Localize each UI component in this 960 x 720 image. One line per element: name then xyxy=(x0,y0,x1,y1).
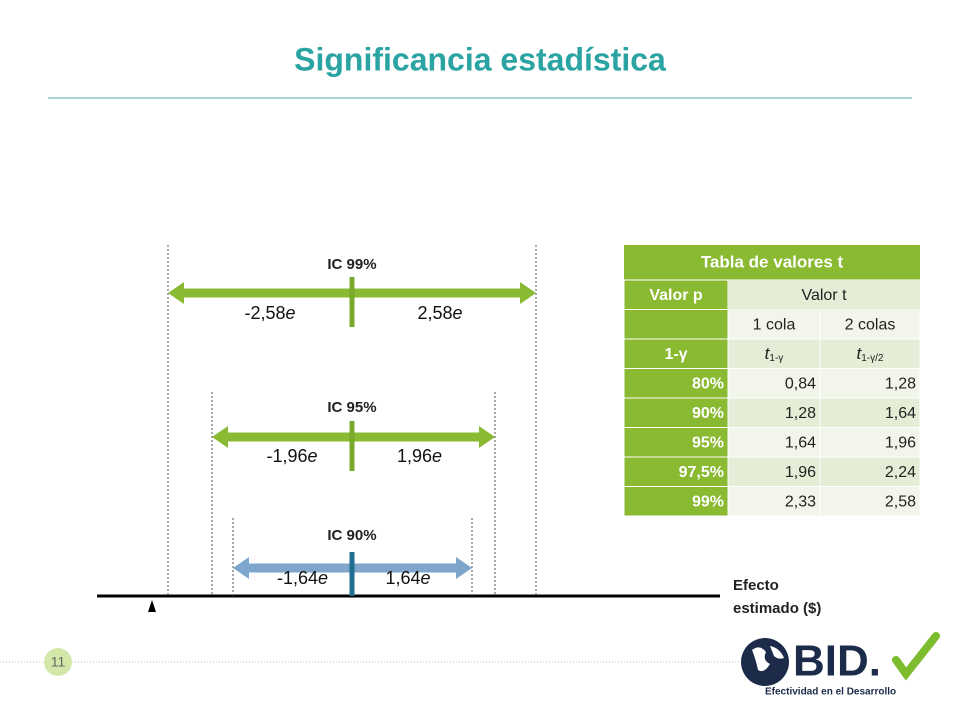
symbol-label: 1-γ xyxy=(664,346,687,363)
cell xyxy=(819,309,921,340)
logo-text: BID. xyxy=(793,637,881,686)
cell xyxy=(727,427,821,458)
bound-symbol: e xyxy=(318,568,328,588)
center-bar xyxy=(349,552,355,596)
bound-number: -1,96 xyxy=(266,446,307,466)
value-cell: 0,84 xyxy=(785,375,816,392)
subheader-cell: 1 cola xyxy=(753,316,796,333)
bound-number: 1,64 xyxy=(385,568,420,588)
interval-label: IC 95% xyxy=(327,399,376,416)
cell xyxy=(819,427,921,458)
row-head: 99% xyxy=(692,493,724,510)
logo-check xyxy=(892,632,940,681)
arrow-head xyxy=(456,557,472,579)
logo-land xyxy=(752,646,784,672)
bound-number: -2,58 xyxy=(244,303,285,323)
bound-symbol: e xyxy=(432,446,442,466)
cell xyxy=(819,486,921,517)
interval-label: IC 90% xyxy=(327,527,376,544)
table-title-bg xyxy=(624,245,920,280)
logo-tagline: Efectividad en el Desarrollo xyxy=(765,687,896,698)
value-cell: 2,24 xyxy=(885,464,916,481)
bound-value: 1,96e xyxy=(397,446,442,466)
cell xyxy=(727,486,821,517)
cell xyxy=(727,456,821,487)
arrow-head xyxy=(233,557,249,579)
row-head: 97,5% xyxy=(679,464,724,481)
bound-value: -1,96e xyxy=(266,446,317,466)
value-cell: 1,64 xyxy=(885,405,916,422)
value-cell: 1,96 xyxy=(885,434,916,451)
page-badge xyxy=(44,648,72,676)
axis-marker xyxy=(148,600,156,612)
arrow-head xyxy=(479,426,495,448)
value-cell: 1,28 xyxy=(785,405,816,422)
arrow-head xyxy=(520,282,536,304)
cell xyxy=(819,456,921,487)
symbol-sub: 1-γ/2 xyxy=(861,352,884,363)
bound-number: 1,96 xyxy=(397,446,432,466)
value-cell: 2,58 xyxy=(885,493,916,510)
symbol-t: t xyxy=(857,344,863,363)
axis-label: Efecto xyxy=(733,577,779,594)
slide-title: Significancia estadística xyxy=(294,41,666,77)
value-cell: 1,64 xyxy=(785,434,816,451)
bound-number: 2,58 xyxy=(417,303,452,323)
page-number: 11 xyxy=(51,654,66,670)
value-cell: 2,33 xyxy=(785,493,816,510)
bound-symbol: e xyxy=(308,446,318,466)
row-head-cell xyxy=(623,486,729,517)
header-cell: Valor t xyxy=(801,287,847,304)
row-head-cell xyxy=(623,309,729,340)
symbol-cell: t1-γ xyxy=(765,344,784,363)
interval-label: IC 99% xyxy=(327,256,376,273)
axis-label: estimado ($) xyxy=(733,600,821,617)
center-bar xyxy=(349,277,355,327)
t-table: Tabla de valores t Valor p Valor t 1 cola 2 … xyxy=(623,245,921,517)
header-span xyxy=(728,280,920,310)
value-cell: 1,96 xyxy=(785,464,816,481)
bound-value: 2,58e xyxy=(417,303,462,323)
bound-symbol: e xyxy=(453,303,463,323)
bound-value: 1,64e xyxy=(385,568,430,588)
symbol-t: t xyxy=(765,344,771,363)
row-head-cell xyxy=(623,279,729,310)
row-head-cell xyxy=(623,427,729,458)
bound-number: -1,64 xyxy=(277,568,318,588)
symbol-cell: t1-γ/2 xyxy=(857,344,884,363)
header-cell: Valor p xyxy=(649,287,703,304)
arrow-head xyxy=(212,426,228,448)
table-title: Tabla de valores t xyxy=(701,252,844,271)
bound-symbol: e xyxy=(286,303,296,323)
value-cell: 1,28 xyxy=(885,375,916,392)
subheader-cell: 2 colas xyxy=(845,316,896,333)
logo: BID. Efectividad en el Desarrollo xyxy=(741,632,940,698)
bound-value: -2,58e xyxy=(244,303,295,323)
row-head: 95% xyxy=(692,434,724,451)
row-head-cell xyxy=(623,368,729,399)
arrow-head xyxy=(168,282,184,304)
row-head: 80% xyxy=(692,375,724,392)
bound-symbol: e xyxy=(421,568,431,588)
center-bar xyxy=(349,421,355,471)
symbol-sub: 1-γ xyxy=(769,352,783,363)
cell xyxy=(819,397,921,428)
cell xyxy=(819,338,921,369)
row-head-cell xyxy=(623,338,729,369)
cell xyxy=(727,338,821,369)
row-head: 90% xyxy=(692,405,724,422)
bound-value: -1,64e xyxy=(277,568,328,588)
cell xyxy=(819,368,921,399)
